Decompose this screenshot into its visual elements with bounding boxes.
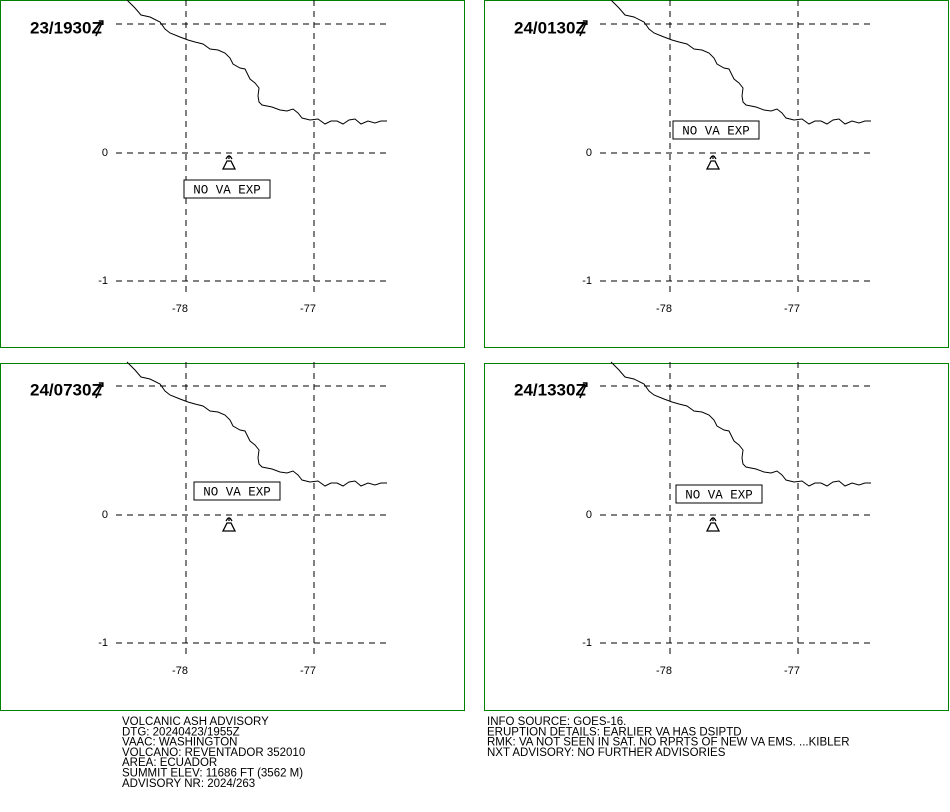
map-panel: 0 -1 -78 -77 23/1930Z NO VA EXP bbox=[0, 0, 465, 348]
map-panel: 0 -1 -78 -77 24/0130Z NO VA EXP bbox=[484, 0, 949, 348]
lon-label: -78 bbox=[656, 665, 672, 677]
lon-label: -77 bbox=[300, 665, 316, 677]
lat-label: 0 bbox=[102, 147, 108, 159]
lon-label: -78 bbox=[656, 303, 672, 315]
advisory-line: VOLCANIC ASH ADVISORY bbox=[122, 716, 269, 728]
label-box bbox=[193, 481, 281, 501]
lat-label: -1 bbox=[98, 637, 108, 649]
label-box bbox=[183, 179, 271, 199]
time-arrow bbox=[95, 382, 104, 399]
lon-label: -78 bbox=[172, 665, 188, 677]
advisory-line: ADVISORY NR: 2024/263 bbox=[122, 778, 255, 790]
lat-label: 0 bbox=[586, 509, 592, 521]
advisory-line: DTG: 20240423/1955Z bbox=[122, 726, 240, 738]
label-box bbox=[672, 120, 760, 140]
advisory-line: AREA: ECUADOR bbox=[122, 757, 217, 769]
ash-label: NO VA EXP bbox=[682, 124, 750, 138]
valid-time: 24/1330Z bbox=[514, 380, 586, 399]
advisory-line: VOLCANO: REVENTADOR 352010 bbox=[122, 747, 305, 759]
lon-label: -77 bbox=[784, 665, 800, 677]
valid-time: 24/0130Z bbox=[514, 18, 586, 37]
coastline bbox=[610, 361, 872, 487]
panel-border bbox=[484, 363, 949, 711]
panel-border bbox=[0, 0, 465, 348]
lat-label: -1 bbox=[98, 275, 108, 287]
volcano-symbol bbox=[706, 516, 720, 532]
volcano-symbol bbox=[222, 154, 236, 170]
advisory-line: NXT ADVISORY: NO FURTHER ADVISORIES bbox=[487, 747, 726, 759]
valid-time: 23/1930Z bbox=[30, 18, 102, 37]
coastline bbox=[126, 0, 388, 125]
volcano-symbol bbox=[706, 154, 720, 170]
lon-label: -77 bbox=[784, 303, 800, 315]
lat-label: -1 bbox=[582, 275, 592, 287]
lat-label: 0 bbox=[586, 147, 592, 159]
map-panel: 0 -1 -78 -77 24/1330Z NO VA EXP bbox=[484, 361, 949, 711]
lon-label: -77 bbox=[300, 303, 316, 315]
time-arrow bbox=[579, 382, 588, 399]
lat-label: 0 bbox=[102, 509, 108, 521]
map-panel: 0 -1 -78 -77 24/0730Z NO VA EXP bbox=[0, 361, 465, 711]
panel-border bbox=[484, 0, 949, 348]
lat-label: -1 bbox=[582, 637, 592, 649]
time-arrow bbox=[579, 20, 588, 37]
ash-label: NO VA EXP bbox=[685, 488, 753, 502]
panel-border bbox=[0, 363, 465, 711]
time-arrow bbox=[95, 20, 104, 37]
volcano-symbol bbox=[222, 516, 236, 532]
coastline bbox=[610, 0, 872, 125]
ash-label: NO VA EXP bbox=[203, 485, 271, 499]
label-box bbox=[675, 484, 763, 504]
advisory-line: SUMMIT ELEV: 11686 FT (3562 M) bbox=[122, 768, 303, 780]
lon-label: -78 bbox=[172, 303, 188, 315]
valid-time: 24/0730Z bbox=[30, 380, 102, 399]
advisory-line: VAAC: WASHINGTON bbox=[122, 737, 237, 749]
advisory-line: RMK: VA NOT SEEN IN SAT. NO RPRTS OF NEW… bbox=[487, 737, 850, 749]
ash-label: NO VA EXP bbox=[193, 183, 261, 197]
coastline bbox=[126, 361, 388, 487]
advisory-line: ERUPTION DETAILS: EARLIER VA HAS DSIPTD bbox=[487, 726, 742, 738]
advisory-line: INFO SOURCE: GOES-16. bbox=[487, 716, 626, 728]
